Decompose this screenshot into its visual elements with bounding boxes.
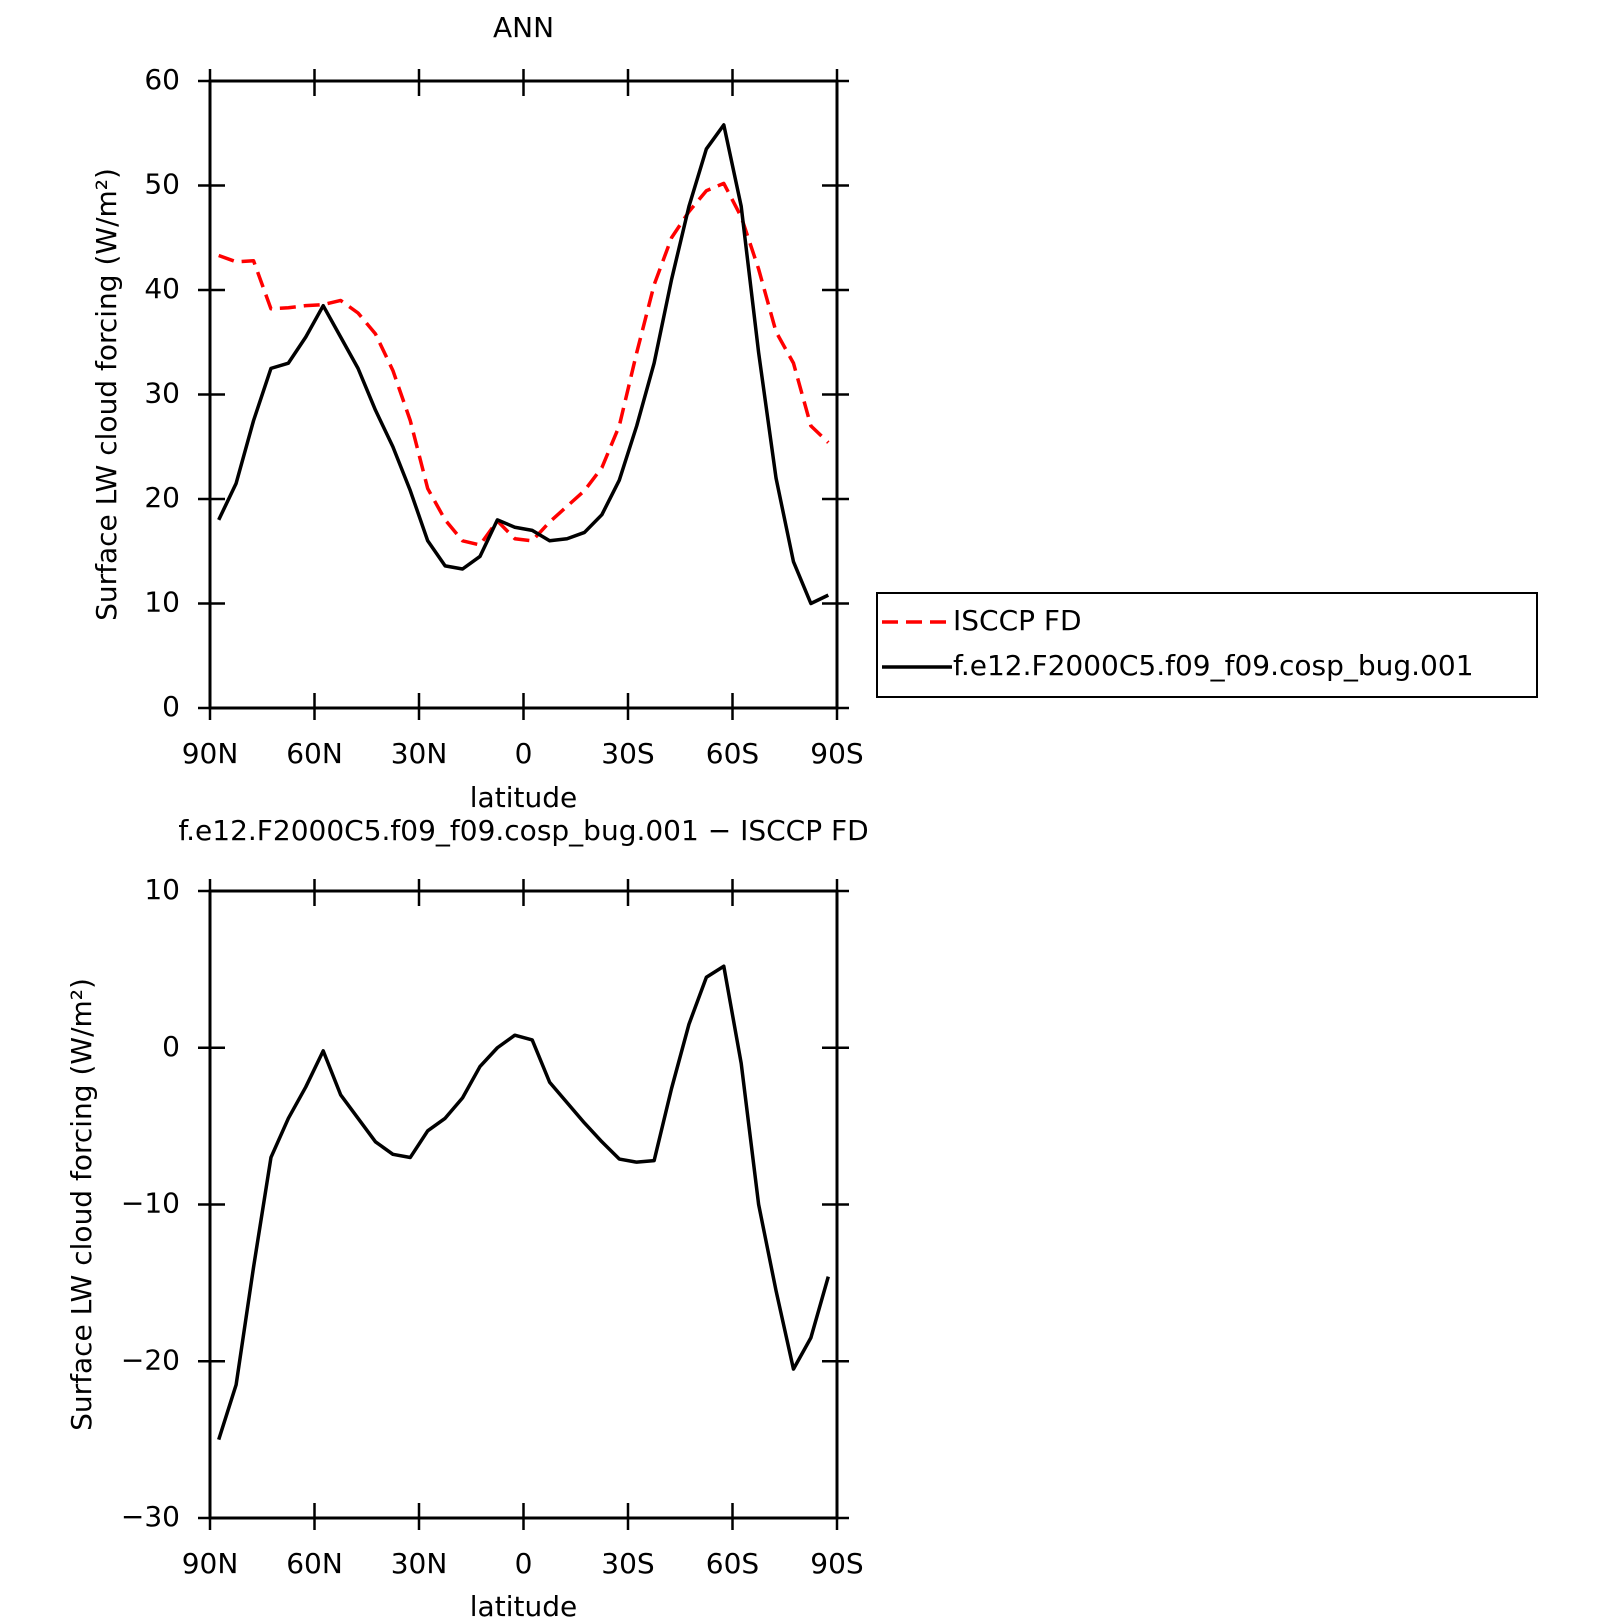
chart-title: ANN — [493, 11, 554, 44]
x-tick-label: 90N — [182, 737, 239, 770]
y-axis-label: Surface LW cloud forcing (W/m²) — [65, 978, 98, 1431]
y-tick-label: 50 — [144, 168, 180, 201]
x-tick-label: 30S — [601, 1547, 654, 1580]
x-tick-label: 30S — [601, 737, 654, 770]
x-tick-label: 60N — [286, 737, 343, 770]
data-line — [217, 123, 830, 606]
plot-frame — [208, 889, 839, 1520]
y-tick-label: 40 — [144, 272, 180, 305]
x-tick-label: 30N — [391, 1547, 448, 1580]
y-tick-label: −20 — [121, 1343, 180, 1376]
legend-box — [876, 592, 1538, 698]
x-tick-label: 60S — [706, 1547, 759, 1580]
y-tick-label: −10 — [121, 1187, 180, 1220]
data-line — [218, 181, 830, 547]
data-line — [217, 964, 830, 1441]
x-tick-label: 60N — [286, 1547, 343, 1580]
y-tick-label: 20 — [144, 481, 180, 514]
y-tick-label: 0 — [162, 690, 180, 723]
y-tick-label: 30 — [144, 377, 180, 410]
y-tick-label: 0 — [162, 1030, 180, 1063]
y-tick-label: 10 — [144, 586, 180, 619]
x-axis-label: latitude — [470, 1590, 577, 1619]
legend-label: ISCCP FD — [953, 604, 1082, 637]
x-tick-label: 90N — [182, 1547, 239, 1580]
x-tick-label: 90S — [810, 737, 863, 770]
x-tick-label: 30N — [391, 737, 448, 770]
y-axis-label: Surface LW cloud forcing (W/m²) — [90, 168, 123, 621]
legend-label: f.e12.F2000C5.f09_f09.cosp_bug.001 — [953, 649, 1474, 682]
y-tick-label: 60 — [144, 63, 180, 96]
x-tick-label: 90S — [810, 1547, 863, 1580]
x-tick-label: 0 — [515, 1547, 533, 1580]
plot-frame — [208, 79, 839, 710]
chart-title: f.e12.F2000C5.f09_f09.cosp_bug.001 − ISC… — [178, 814, 868, 847]
y-tick-label: −30 — [121, 1500, 180, 1533]
y-tick-label: 10 — [144, 873, 180, 906]
x-tick-label: 0 — [515, 737, 533, 770]
x-tick-label: 60S — [706, 737, 759, 770]
x-axis-label: latitude — [470, 781, 577, 814]
